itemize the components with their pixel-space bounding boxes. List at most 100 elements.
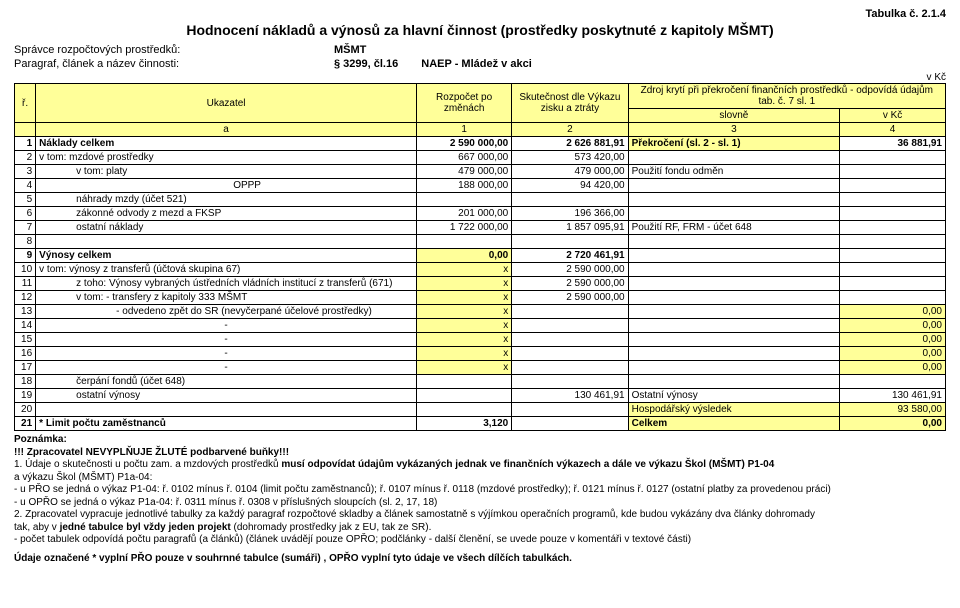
cell-c1: 2 590 000,00 bbox=[417, 137, 512, 151]
cell-c1: 201 000,00 bbox=[417, 207, 512, 221]
cell-c1: x bbox=[417, 333, 512, 347]
row-label: v tom: mzdové prostředky bbox=[36, 151, 417, 165]
cell-c2: 2 720 461,91 bbox=[512, 249, 628, 263]
hdr-c4: 4 bbox=[840, 123, 946, 137]
table-row: 14-x0,00 bbox=[15, 319, 946, 333]
cell-c3 bbox=[628, 277, 840, 291]
row-label bbox=[36, 235, 417, 249]
row-num: 1 bbox=[15, 137, 36, 151]
row-label: - bbox=[36, 319, 417, 333]
cell-c3 bbox=[628, 193, 840, 207]
page-title: Hodnocení nákladů a výnosů za hlavní čin… bbox=[14, 22, 946, 38]
cell-c4: 0,00 bbox=[840, 347, 946, 361]
cell-c4: 0,00 bbox=[840, 417, 946, 431]
cell-c2 bbox=[512, 319, 628, 333]
cell-c1: 667 000,00 bbox=[417, 151, 512, 165]
cell-c3 bbox=[628, 333, 840, 347]
cell-c4 bbox=[840, 193, 946, 207]
cell-c2: 2 590 000,00 bbox=[512, 291, 628, 305]
cell-c1 bbox=[417, 375, 512, 389]
cell-c1 bbox=[417, 389, 512, 403]
row-num: 12 bbox=[15, 291, 36, 305]
hdr-c1: 1 bbox=[417, 123, 512, 137]
row-num: 6 bbox=[15, 207, 36, 221]
spravce-label: Správce rozpočtových prostředků: bbox=[14, 44, 214, 56]
cell-c3 bbox=[628, 207, 840, 221]
row-label: v tom: - transfery z kapitoly 333 MŠMT bbox=[36, 291, 417, 305]
cell-c1: 479 000,00 bbox=[417, 165, 512, 179]
cell-c3 bbox=[628, 263, 840, 277]
table-row: 16-x0,00 bbox=[15, 347, 946, 361]
row-num: 14 bbox=[15, 319, 36, 333]
hdr-skutecnost: Skutečnost dle Výkazu zisku a ztráty bbox=[512, 84, 628, 123]
cell-c4 bbox=[840, 207, 946, 221]
row-label: Náklady celkem bbox=[36, 137, 417, 151]
cell-c1 bbox=[417, 193, 512, 207]
table-number: Tabulka č. 2.1.4 bbox=[14, 8, 946, 20]
note-l4: - u PŘO se jedná o výkaz P1-04: ř. 0102 … bbox=[14, 484, 946, 497]
row-label: OPPP bbox=[36, 179, 417, 193]
cell-c4 bbox=[840, 235, 946, 249]
cell-c1: 1 722 000,00 bbox=[417, 221, 512, 235]
cell-c2 bbox=[512, 235, 628, 249]
cell-c1: 3,120 bbox=[417, 417, 512, 431]
cell-c1: 0,00 bbox=[417, 249, 512, 263]
cell-c3 bbox=[628, 249, 840, 263]
table-row: 19ostatní výnosy130 461,91Ostatní výnosy… bbox=[15, 389, 946, 403]
cell-c2 bbox=[512, 417, 628, 431]
cell-c4: 130 461,91 bbox=[840, 389, 946, 403]
cell-c3 bbox=[628, 319, 840, 333]
row-label: - bbox=[36, 347, 417, 361]
cell-c4 bbox=[840, 263, 946, 277]
cell-c3: Hospodářský výsledek bbox=[628, 403, 840, 417]
main-table: ř. Ukazatel Rozpočet po změnách Skutečno… bbox=[14, 83, 946, 431]
cell-c2: 1 857 095,91 bbox=[512, 221, 628, 235]
cell-c4 bbox=[840, 277, 946, 291]
row-num: 10 bbox=[15, 263, 36, 277]
table-row: 12v tom: - transfery z kapitoly 333 MŠMT… bbox=[15, 291, 946, 305]
cell-c4 bbox=[840, 179, 946, 193]
cell-c3 bbox=[628, 235, 840, 249]
note-l6: 2. Zpracovatel vypracuje jednotlivé tabu… bbox=[14, 509, 946, 522]
cell-c2 bbox=[512, 347, 628, 361]
cell-c1: x bbox=[417, 319, 512, 333]
table-row: 7ostatní náklady1 722 000,001 857 095,91… bbox=[15, 221, 946, 235]
note-l1: !!! Zpracovatel NEVYPLŇUJE ŽLUTÉ podbarv… bbox=[14, 447, 946, 460]
cell-c1: x bbox=[417, 347, 512, 361]
row-num: 8 bbox=[15, 235, 36, 249]
cell-c1 bbox=[417, 235, 512, 249]
cell-c3 bbox=[628, 305, 840, 319]
cell-c3 bbox=[628, 291, 840, 305]
cell-c4: 0,00 bbox=[840, 361, 946, 375]
note-l5: - u OPŘO se jedná o výkaz P1a-04: ř. 031… bbox=[14, 497, 946, 510]
row-num: 3 bbox=[15, 165, 36, 179]
cell-c1 bbox=[417, 403, 512, 417]
cell-c2: 130 461,91 bbox=[512, 389, 628, 403]
cell-c3 bbox=[628, 151, 840, 165]
hdr-blank bbox=[15, 123, 36, 137]
row-label: * Limit počtu zaměstnanců bbox=[36, 417, 417, 431]
cell-c1: x bbox=[417, 291, 512, 305]
note-l8: - počet tabulek odpovídá počtu paragrafů… bbox=[14, 534, 946, 547]
row-label: zákonné odvody z mezd a FKSP bbox=[36, 207, 417, 221]
note-l3: a výkazu Škol (MŠMT) P1a-04: bbox=[14, 472, 946, 485]
table-row: 18čerpání fondů (účet 648) bbox=[15, 375, 946, 389]
cell-c2 bbox=[512, 403, 628, 417]
cell-c3: Překročení (sl. 2 - sl. 1) bbox=[628, 137, 840, 151]
note-l7: tak, aby v jedné tabulce byl vždy jeden … bbox=[14, 522, 946, 535]
cell-c4 bbox=[840, 151, 946, 165]
cell-c2 bbox=[512, 193, 628, 207]
hdr-vkc: v Kč bbox=[840, 109, 946, 123]
row-label: v tom: platy bbox=[36, 165, 417, 179]
cell-c4: 0,00 bbox=[840, 305, 946, 319]
note-pozn: Poznámka: bbox=[14, 434, 946, 447]
hdr-a: a bbox=[36, 123, 417, 137]
cell-c3 bbox=[628, 375, 840, 389]
cell-c4: 93 580,00 bbox=[840, 403, 946, 417]
paragraf-value: § 3299, čl.16 bbox=[334, 58, 398, 70]
cell-c4 bbox=[840, 249, 946, 263]
cell-c1: x bbox=[417, 305, 512, 319]
cell-c2: 479 000,00 bbox=[512, 165, 628, 179]
table-row: 10v tom: výnosy z transferů (účtová skup… bbox=[15, 263, 946, 277]
cell-c3: Celkem bbox=[628, 417, 840, 431]
